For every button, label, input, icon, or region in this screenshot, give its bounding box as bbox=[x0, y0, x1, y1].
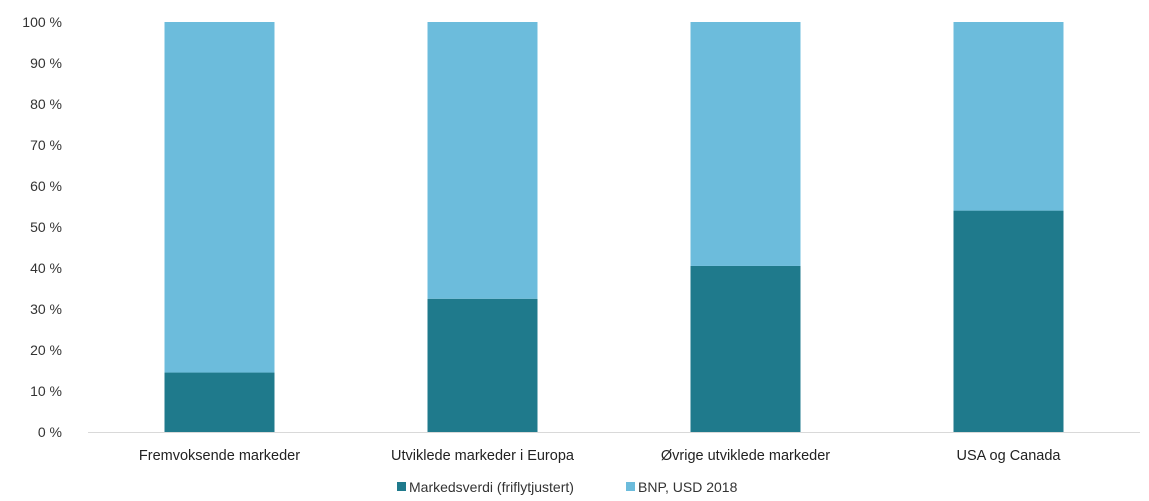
bar-segment-markedsverdi bbox=[953, 210, 1064, 432]
x-tick-label: Utviklede markeder i Europa bbox=[391, 448, 575, 464]
legend-label: Markedsverdi (friflytjustert) bbox=[409, 479, 574, 495]
legend: Markedsverdi (friflytjustert) BNP, USD 20… bbox=[397, 479, 738, 495]
legend-swatch bbox=[626, 482, 635, 491]
legend-item: Markedsverdi (friflytjustert) bbox=[397, 479, 574, 495]
bar-segment-markedsverdi bbox=[427, 298, 538, 432]
legend-swatch bbox=[397, 482, 406, 491]
bar-segment-bnp bbox=[690, 22, 801, 266]
bar-segment-bnp bbox=[427, 22, 538, 299]
y-tick-label: 70 % bbox=[30, 137, 62, 153]
y-tick-label: 40 % bbox=[30, 260, 62, 276]
y-tick-label: 30 % bbox=[30, 301, 62, 317]
y-tick-label: 60 % bbox=[30, 178, 62, 194]
y-axis: 0 % 10 % 20 % 30 % 40 % 50 % 60 % 70 % 80 % 90 % 1… bbox=[22, 14, 62, 440]
bar-segment-markedsverdi bbox=[690, 265, 801, 432]
bar-stack bbox=[690, 22, 801, 432]
bar-segment-markedsverdi bbox=[164, 372, 275, 432]
bar-stack bbox=[953, 22, 1064, 432]
legend-item: BNP, USD 2018 bbox=[626, 479, 738, 495]
y-tick-label: 100 % bbox=[22, 14, 62, 30]
y-tick-label: 10 % bbox=[30, 383, 62, 399]
bars bbox=[164, 22, 1064, 432]
y-tick-label: 50 % bbox=[30, 219, 62, 235]
x-tick-label: USA og Canada bbox=[957, 448, 1062, 464]
bar-segment-bnp bbox=[953, 22, 1064, 211]
y-tick-label: 20 % bbox=[30, 342, 62, 358]
y-tick-label: 90 % bbox=[30, 55, 62, 71]
legend-label: BNP, USD 2018 bbox=[638, 479, 738, 495]
bar-segment-bnp bbox=[164, 22, 275, 373]
x-axis-labels: Fremvoksende markeder Utviklede markeder … bbox=[139, 448, 1062, 464]
bar-stack bbox=[427, 22, 538, 432]
bar-stack bbox=[164, 22, 275, 432]
x-tick-label: Fremvoksende markeder bbox=[139, 448, 300, 464]
y-tick-label: 0 % bbox=[38, 424, 62, 440]
x-tick-label: Øvrige utviklede markeder bbox=[661, 448, 830, 464]
y-tick-label: 80 % bbox=[30, 96, 62, 112]
